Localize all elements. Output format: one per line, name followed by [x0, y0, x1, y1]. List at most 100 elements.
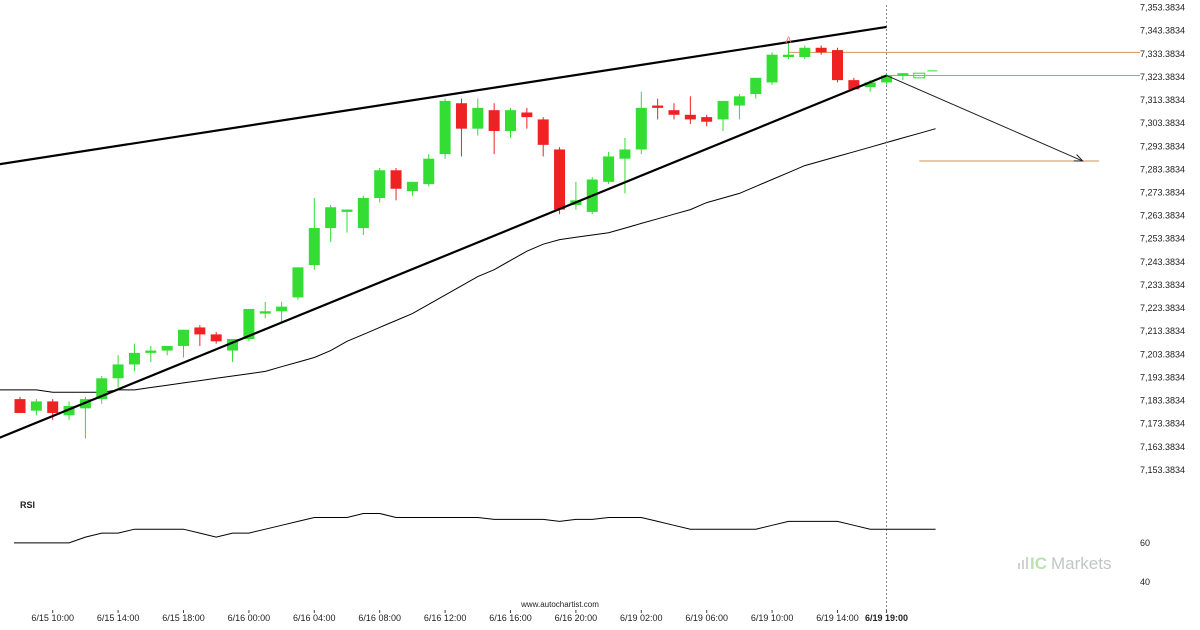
candle-bull: [799, 47, 811, 58]
candle-bull: [619, 149, 631, 159]
time-tick-label: 6/19 06:00: [685, 613, 728, 623]
price-tick-label: 7,293.3834: [1140, 141, 1185, 151]
price-tick-label: 7,223.3834: [1140, 303, 1185, 313]
rsi-panel: RSI 60 40: [14, 500, 1150, 587]
candle-bull: [227, 339, 239, 351]
forecast-arrow-head-icon: [1073, 154, 1084, 162]
candle-bull: [897, 73, 909, 76]
time-tick-label: 6/16 12:00: [424, 613, 467, 623]
price-tick-label: 7,173.3834: [1140, 419, 1185, 429]
candle-bull: [30, 401, 42, 411]
candle-bear: [701, 117, 713, 122]
candle-bull: [603, 156, 615, 182]
candle-bear: [554, 149, 566, 210]
logo-ic-text: IC: [1030, 554, 1047, 573]
candle-bear: [652, 105, 664, 108]
candle-bull: [864, 82, 876, 88]
candle-bull: [276, 306, 288, 312]
candle-bear: [194, 327, 206, 335]
time-tick-label: 6/19 14:00: [816, 613, 859, 623]
rsi-line: [14, 513, 936, 544]
candle-bull: [357, 198, 369, 229]
price-levels-layer: [788, 5, 1140, 612]
price-tick-label: 7,153.3834: [1140, 465, 1185, 475]
price-tick-label: 7,353.3834: [1140, 3, 1185, 13]
candles-layer: [14, 43, 938, 439]
candle-bull: [750, 77, 762, 94]
candle-bear: [537, 119, 549, 145]
time-tick-label: 6/15 14:00: [97, 613, 140, 623]
candle-bear: [684, 114, 696, 120]
candle-bull: [717, 100, 729, 120]
candle-bear: [832, 50, 843, 81]
logo-bars-icon: [1018, 557, 1028, 569]
rsi-tick-label: 60: [1140, 538, 1150, 548]
candle-bear: [390, 170, 402, 189]
candle-bear: [521, 112, 533, 118]
time-tick-label: 6/16 00:00: [228, 613, 271, 623]
price-tick-label: 7,183.3834: [1140, 396, 1185, 406]
price-tick-label: 7,303.3834: [1140, 118, 1185, 128]
candle-bull: [96, 378, 108, 400]
logo-markets-text: Markets: [1051, 554, 1111, 573]
pattern-marker-label: A: [785, 35, 791, 45]
price-tick-label: 7,203.3834: [1140, 349, 1185, 359]
moving-average-line: [0, 128, 936, 393]
candle-bull: [178, 329, 189, 346]
price-tick-label: 7,163.3834: [1140, 442, 1185, 452]
candle-bull: [63, 406, 75, 416]
candle-bear: [210, 334, 222, 342]
candle-bull: [259, 311, 271, 314]
forecast-arrow-line: [886, 75, 1083, 162]
candle-bear: [815, 47, 827, 53]
watermark-text: www.autochartist.com: [520, 600, 599, 609]
price-tick-label: 7,323.3834: [1140, 72, 1185, 82]
price-tick-label: 7,243.3834: [1140, 257, 1185, 267]
time-tick-label: 6/19 19:00: [865, 613, 908, 623]
price-tick-label: 7,233.3834: [1140, 280, 1185, 290]
upper-trendline: [0, 25, 887, 166]
forecast-candle: [913, 72, 926, 79]
candle-bull: [505, 110, 516, 131]
candle-bear: [14, 399, 26, 413]
time-tick-label: 6/16 04:00: [293, 613, 336, 623]
time-tick-label: 6/19 10:00: [751, 613, 794, 623]
rsi-label: RSI: [20, 500, 35, 510]
candle-bear: [488, 110, 500, 131]
time-tick-label: 6/16 16:00: [489, 613, 532, 623]
time-axis: 6/15 10:00 6/15 14:00 6/15 18:00 6/16 00:00…: [31, 610, 908, 623]
candle-bull: [128, 352, 140, 365]
candle-bear: [455, 103, 467, 129]
candle-bull: [406, 181, 418, 192]
candle-bull: [782, 54, 794, 58]
time-tick-label: 6/16 20:00: [555, 613, 598, 623]
candle-bull: [472, 107, 484, 129]
price-tick-label: 7,193.3834: [1140, 372, 1185, 382]
candle-bull: [881, 75, 893, 83]
candle-bull: [766, 54, 778, 83]
price-tick-label: 7,283.3834: [1140, 164, 1185, 174]
time-tick-label: 6/19 02:00: [620, 613, 663, 623]
candle-bull: [161, 345, 173, 351]
candle-bull: [341, 209, 353, 212]
moving-average-layer: [0, 128, 936, 393]
price-axis: 7,353.3834 7,343.3834 7,333.3834 7,323.3834…: [1140, 3, 1185, 475]
candle-bull: [325, 207, 337, 229]
price-tick-label: 7,333.3834: [1140, 49, 1185, 59]
candle-bear: [668, 110, 680, 115]
price-tick-label: 7,263.3834: [1140, 211, 1185, 221]
time-tick-label: 6/15 10:00: [31, 613, 74, 623]
candle-bull: [635, 107, 647, 150]
candle-bull: [308, 228, 320, 266]
candle-bull: [145, 350, 157, 353]
price-tick-label: 7,273.3834: [1140, 187, 1185, 197]
price-tick-label: 7,313.3834: [1140, 95, 1185, 105]
time-tick-label: 6/16 08:00: [358, 613, 401, 623]
candle-bear: [47, 401, 59, 413]
candle-bull: [423, 158, 435, 185]
candle-bull: [733, 96, 745, 106]
price-tick-label: 7,213.3834: [1140, 326, 1185, 336]
candle-bull: [292, 267, 304, 298]
candle-bull: [243, 308, 255, 340]
